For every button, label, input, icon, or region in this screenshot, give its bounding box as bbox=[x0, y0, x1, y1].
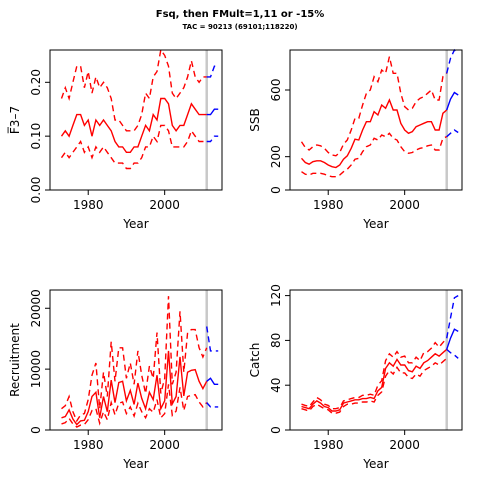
ssb-x-tick-label: 2000 bbox=[389, 198, 420, 212]
recruitment-historic-lower-line bbox=[61, 384, 208, 428]
catch-historic-lower-line bbox=[301, 357, 448, 414]
catch-historic-upper-line bbox=[301, 337, 448, 410]
recruitment-forecast-upper-line bbox=[206, 326, 219, 352]
recruitment-y-tick-label: 20000 bbox=[29, 289, 43, 327]
recruitment-y-tick-label: 0 bbox=[29, 426, 43, 434]
recruitment-forecast-estimate-line bbox=[206, 377, 219, 385]
catch-y-tick-label: 120 bbox=[269, 284, 283, 307]
recruitment-y-axis-label: Recruitment bbox=[8, 323, 22, 397]
recruitment-historic-estimate-line bbox=[61, 350, 208, 426]
catch-y-axis-label: Catch bbox=[248, 343, 262, 378]
recruitment-x-tick-label: 1980 bbox=[73, 438, 104, 452]
recruitment-y-tick-label: 10000 bbox=[29, 350, 43, 388]
fbar-plot-frame bbox=[49, 49, 223, 191]
ssb-y-tick-label: 600 bbox=[269, 79, 283, 102]
chart-subtitle: TAC = 90213 (69101;118220) bbox=[182, 23, 298, 31]
recruitment-forecast-lower-line bbox=[206, 402, 219, 408]
fbar-panel: 1980 2000 0.00 0.10 0.20 Year F̅3–7 bbox=[7, 48, 223, 231]
catch-panel: 1980 2000 0 40 80 120 Year Catch bbox=[248, 284, 463, 471]
catch-y-tick-label: 80 bbox=[269, 333, 283, 348]
ssb-forecast-lower-line bbox=[446, 129, 459, 138]
fbar-forecast-upper-line bbox=[206, 65, 219, 78]
ssb-plot-frame bbox=[289, 49, 463, 191]
catch-y-tick-label: 0 bbox=[269, 426, 283, 434]
fbar-x-tick-label: 1980 bbox=[73, 198, 104, 212]
fbar-forecast-estimate-line bbox=[206, 108, 219, 116]
chart-title: Fsq, then FMult=1,11 or -15% bbox=[155, 9, 325, 20]
fbar-x-tick-label: 2000 bbox=[149, 198, 180, 212]
catch-x-tick-label: 1980 bbox=[313, 438, 344, 452]
recruitment-x-axis-label: Year bbox=[122, 457, 148, 471]
ssb-y-tick-label: 200 bbox=[269, 145, 283, 168]
catch-plot-frame bbox=[289, 289, 463, 431]
catch-y-tick-label: 40 bbox=[269, 378, 283, 393]
fbar-forecast-lower-line bbox=[206, 135, 219, 143]
catch-forecast-lower-line bbox=[446, 348, 459, 359]
fbar-y-tick-label: 0.00 bbox=[29, 177, 43, 204]
recruitment-historic-upper-line bbox=[61, 296, 208, 423]
ssb-historic-estimate-line bbox=[300, 98, 448, 169]
ssb-historic-lower-line bbox=[301, 132, 447, 178]
fbar-y-tick-label: 0.10 bbox=[29, 123, 43, 150]
fbar-y-tick-label: 0.20 bbox=[29, 69, 43, 96]
ssb-forecast-upper-line bbox=[446, 48, 459, 74]
recruitment-plot-frame bbox=[49, 289, 223, 431]
ssb-panel: 1980 2000 0 200 600 Year SSB bbox=[248, 48, 463, 231]
recruitment-x-tick-label: 2000 bbox=[149, 438, 180, 452]
ssb-y-axis-label: SSB bbox=[248, 108, 262, 131]
catch-forecast-upper-line bbox=[446, 294, 459, 339]
catch-historic-estimate-line bbox=[301, 348, 448, 412]
fbar-historic-upper-line bbox=[60, 48, 207, 132]
ssb-x-axis-label: Year bbox=[362, 217, 388, 231]
fbar-historic-estimate-line bbox=[60, 97, 207, 154]
ssb-forecast-estimate-line bbox=[446, 91, 459, 111]
fbar-x-axis-label: Year bbox=[122, 217, 148, 231]
fbar-historic-lower-line bbox=[60, 124, 207, 170]
ssb-y-tick-label: 0 bbox=[269, 186, 283, 194]
ssb-x-tick-label: 1980 bbox=[313, 198, 344, 212]
fbar-y-axis-label: F̅3–7 bbox=[7, 106, 22, 134]
catch-x-axis-label: Year bbox=[362, 457, 388, 471]
ssb-historic-upper-line bbox=[300, 56, 448, 157]
catch-forecast-estimate-line bbox=[446, 328, 459, 350]
catch-x-tick-label: 2000 bbox=[389, 438, 420, 452]
